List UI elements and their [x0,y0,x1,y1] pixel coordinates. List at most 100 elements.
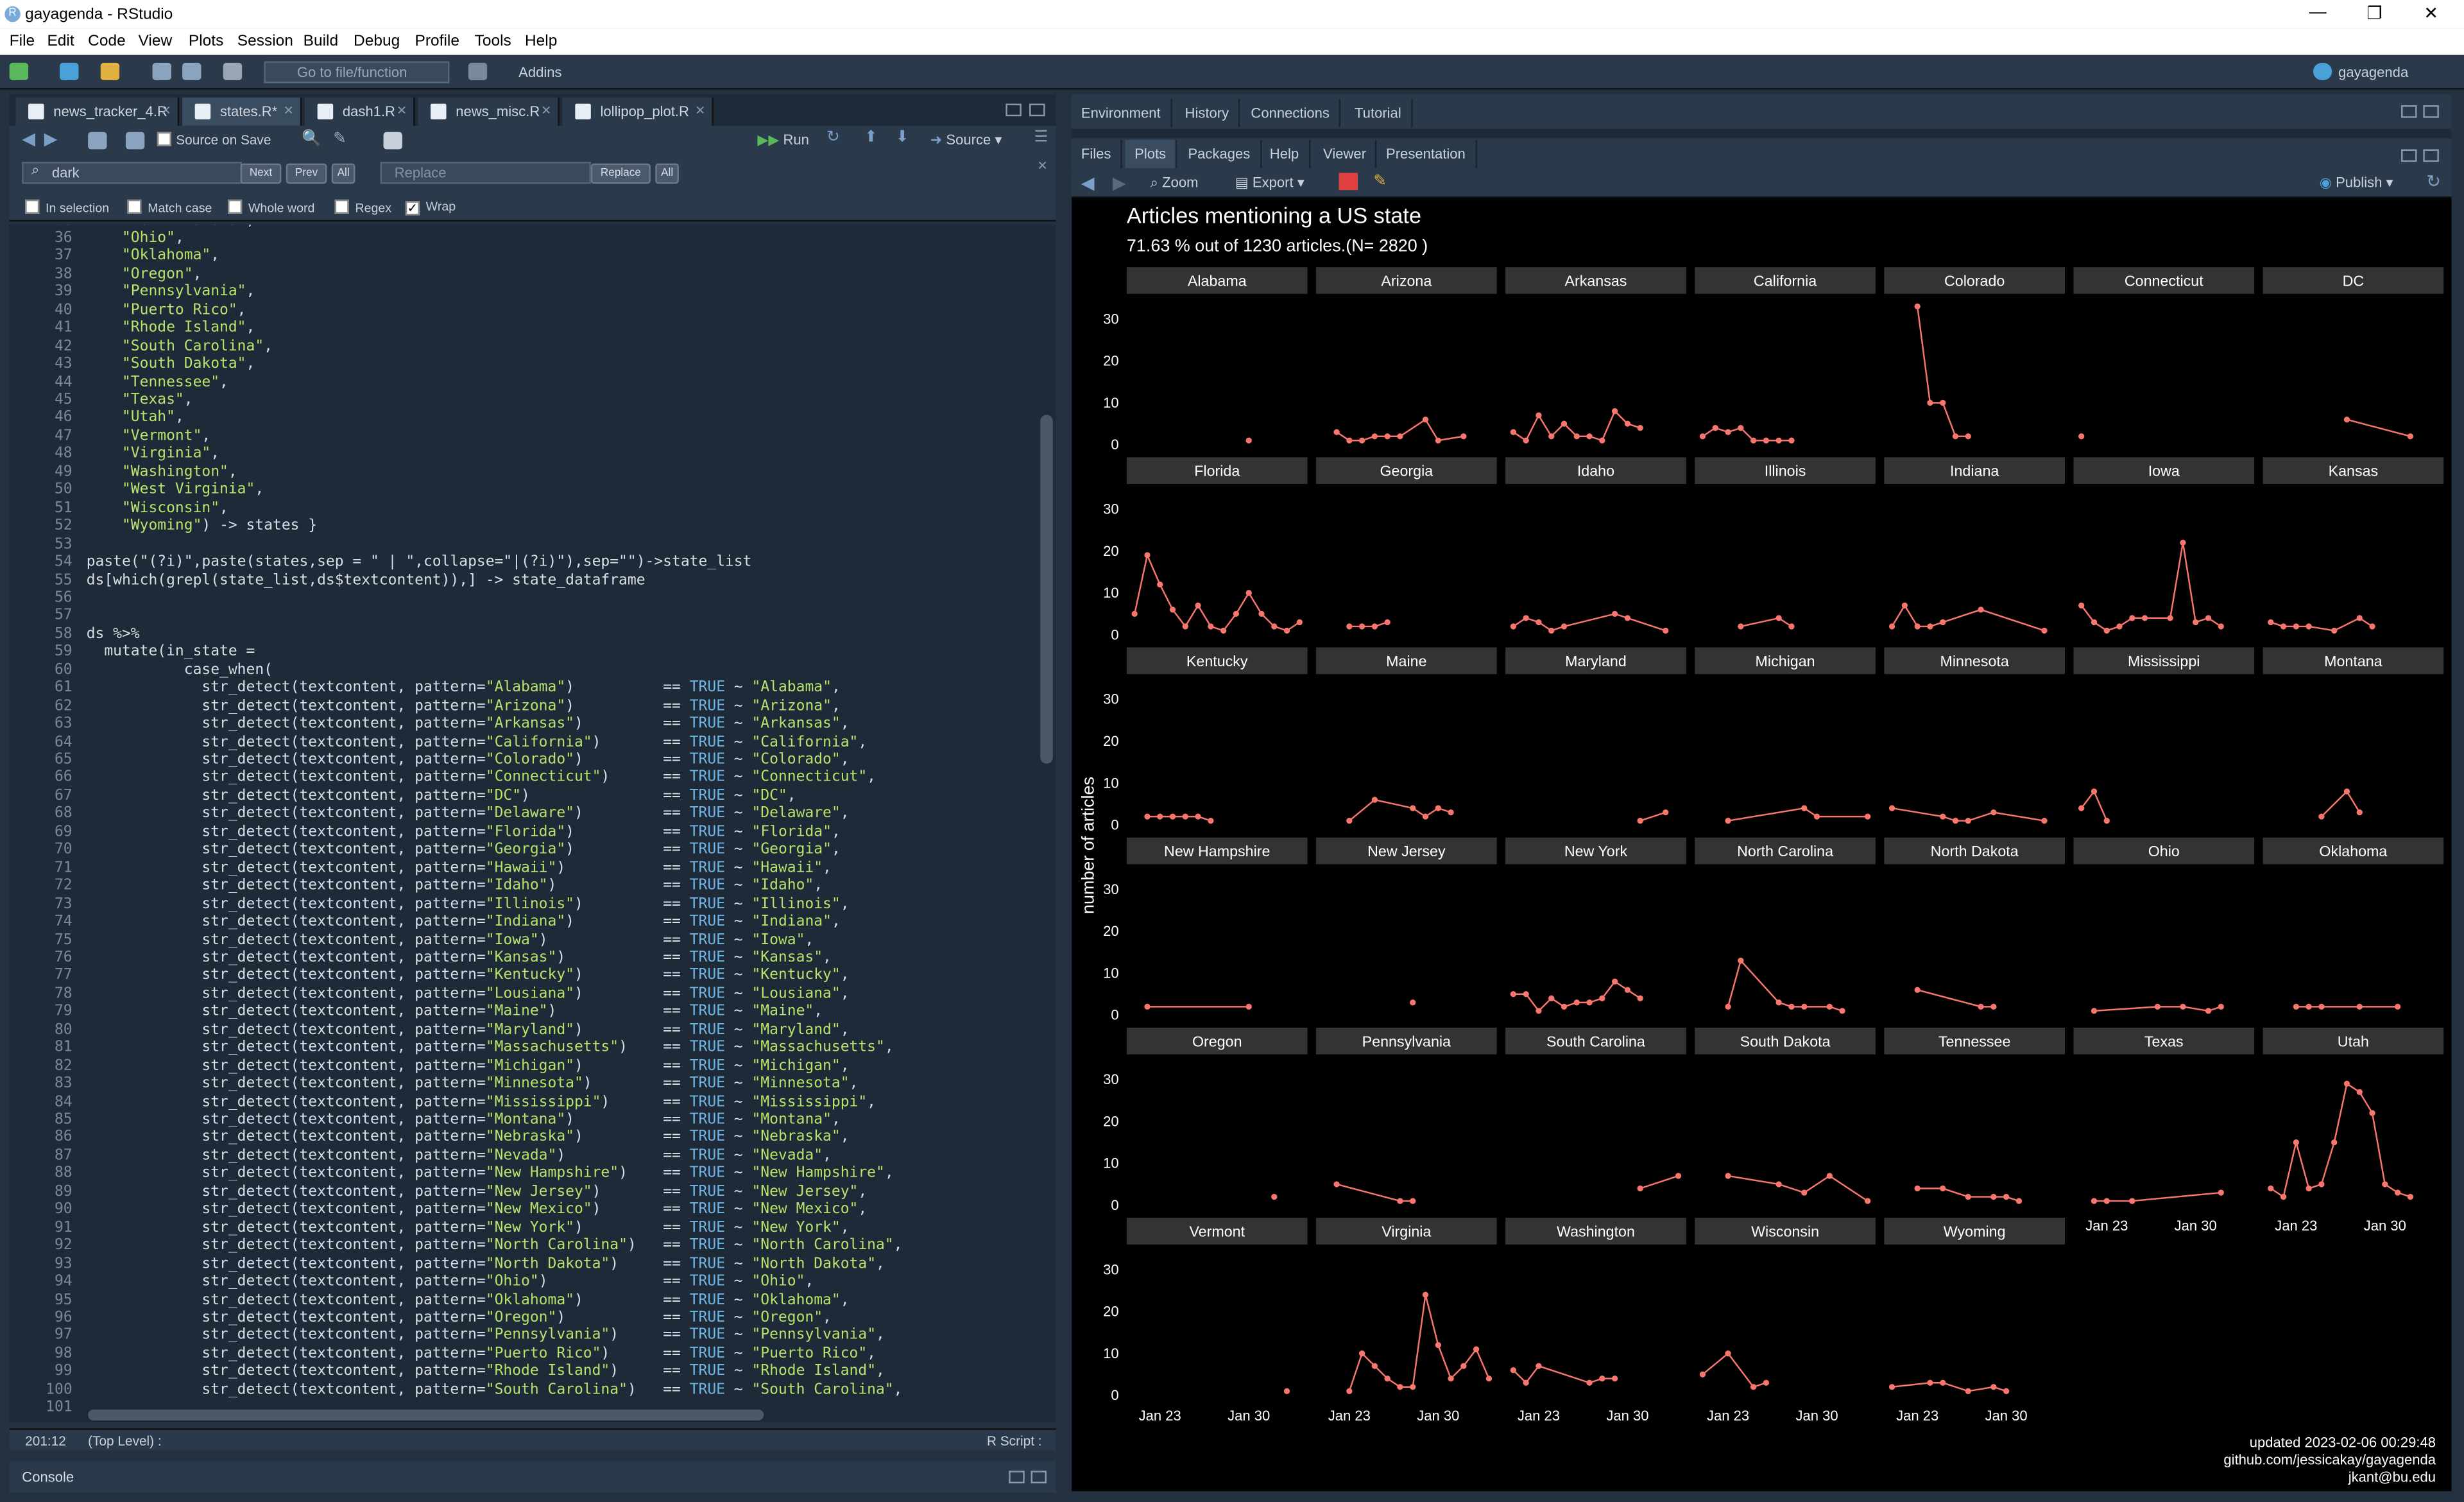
menu-plots[interactable]: Plots [188,33,224,51]
maximize-pane-icon[interactable] [1029,103,1045,117]
console-pane[interactable]: Console [9,1461,1056,1493]
menu-profile[interactable]: Profile [415,33,459,51]
tab-packages[interactable]: Packages [1179,139,1262,168]
go-up-icon[interactable]: ⬆ [864,128,878,146]
tab-lollipop-plot[interactable]: lollipop_plot.R ✕ [562,97,714,126]
forward-icon[interactable]: ▶ [44,130,58,150]
replace-button[interactable]: Replace [590,163,651,184]
publish-button[interactable]: ◉ Publish ▾ [2319,174,2393,191]
wrap-checkbox[interactable]: ✓ Wrap [405,200,456,216]
find-prev-button[interactable]: Prev [286,163,327,184]
regex-checkbox[interactable]: Regex [334,199,391,217]
data-point [2167,615,2173,621]
workspace-panes-icon[interactable] [468,62,488,80]
data-point [1561,623,1568,630]
open-file-icon[interactable] [100,62,120,80]
back-icon[interactable]: ◀ [22,130,36,150]
go-to-file-input[interactable]: Go to file/function [264,61,450,83]
plots-maximize-icon[interactable] [2423,149,2439,162]
source-on-save-toggle[interactable]: Source on Save [157,132,271,148]
go-down-icon[interactable]: ⬇ [895,128,909,146]
close-tab-icon[interactable]: ✕ [160,103,171,118]
menu-edit[interactable]: Edit [47,33,74,51]
find-input[interactable]: dark [22,162,243,184]
minimize-pane-icon[interactable] [1005,103,1022,117]
close-tab-icon[interactable]: ✕ [283,103,294,118]
menu-session[interactable]: Session [237,33,293,51]
magic-wand-icon[interactable]: ✎ [333,130,346,148]
tab-states[interactable]: states.R* ✕ [182,97,302,126]
next-plot-icon[interactable]: ▶ [1112,174,1126,194]
menu-view[interactable]: View [138,33,173,51]
tab-help[interactable]: Help [1260,139,1310,168]
find-next-button[interactable]: Next [240,163,282,184]
console-minimize-icon[interactable] [1009,1471,1025,1483]
close-tab-icon[interactable]: ✕ [695,103,706,118]
close-find-icon[interactable]: ✕ [1037,159,1048,173]
close-tab-icon[interactable]: ✕ [541,103,552,118]
facet-strip [1695,837,1876,865]
console-maximize-icon[interactable] [1031,1471,1047,1483]
save-icon[interactable] [152,62,171,80]
new-project-icon[interactable] [60,62,79,80]
tab-history[interactable]: History [1176,99,1240,128]
data-point [1940,1185,1946,1192]
source-button[interactable]: ➜ Source ▾ [930,132,1002,148]
new-file-icon[interactable] [9,62,29,80]
run-button[interactable]: ▶▶ Run [757,129,809,151]
data-point [1965,1193,1971,1200]
menu-code[interactable]: Code [88,33,126,51]
find-all-button[interactable]: All [331,163,355,184]
editor-horizontal-scrollbar[interactable] [88,1409,764,1420]
save-file-icon[interactable] [125,132,145,150]
tab-tutorial[interactable]: Tutorial [1345,99,1412,128]
match-case-checkbox[interactable]: Match case [127,199,212,217]
menu-help[interactable]: Help [524,33,558,51]
tab-news-misc[interactable]: news_misc.R ✕ [418,97,560,126]
minimize-icon[interactable]: — [2309,3,2327,22]
menu-tools[interactable]: Tools [474,33,511,51]
state-list-line: "South Dakota", [121,355,255,373]
scope-selector[interactable]: (Top Level) : [88,1433,162,1449]
addins-menu[interactable]: Addins [518,64,562,80]
whole-word-checkbox[interactable]: Whole word [228,199,314,217]
search-icon[interactable]: 🔍 [302,130,321,148]
maximize-icon[interactable]: ❐ [2366,4,2383,24]
tab-dash1[interactable]: dash1.R ✕ [305,97,415,126]
rerun-icon[interactable]: ↻ [826,128,840,146]
filetype-selector[interactable]: R Script : [986,1433,1042,1449]
menu-debug[interactable]: Debug [354,33,400,51]
code-editor[interactable]: 35 "North Dakota", 36 "Ohio", 37 "Oklahoma… [9,225,1056,1422]
clear-plots-icon[interactable]: ✎ [1373,173,1387,191]
show-in-window-icon[interactable] [88,132,107,150]
tab-files[interactable]: Files [1072,139,1122,168]
env-maximize-icon[interactable] [2423,105,2439,118]
close-tab-icon[interactable]: ✕ [396,103,407,118]
replace-all-button[interactable]: All [655,163,679,184]
menu-file[interactable]: File [9,33,35,51]
project-menu[interactable]: gayagenda [2338,64,2409,80]
remove-plot-icon[interactable] [1339,173,1358,191]
menu-build[interactable]: Build [303,33,339,51]
state-list-line: "Oklahoma", [121,247,220,265]
tab-presentation[interactable]: Presentation [1376,139,1476,168]
outline-icon[interactable]: ☰ [1034,128,1048,146]
close-icon[interactable]: ✕ [2424,4,2438,24]
in-selection-checkbox[interactable]: In selection [25,199,109,217]
tab-environment[interactable]: Environment [1072,99,1172,128]
compile-report-icon[interactable] [383,132,402,150]
tab-connections[interactable]: Connections [1242,99,1341,128]
zoom-button[interactable]: ⌕ Zoom [1151,175,1199,192]
refresh-icon[interactable]: ↻ [2426,173,2441,192]
plots-minimize-icon[interactable] [2401,149,2417,162]
tab-viewer[interactable]: Viewer [1313,139,1378,168]
prev-plot-icon[interactable]: ◀ [1081,174,1095,194]
tab-plots[interactable]: Plots [1125,139,1177,168]
env-minimize-icon[interactable] [2401,105,2417,118]
export-button[interactable]: ▤ Export ▾ [1235,174,1305,191]
tab-news-tracker[interactable]: news_tracker_4.R ✕ [15,97,180,126]
save-all-icon[interactable] [182,62,201,80]
replace-input[interactable]: Replace [380,162,591,184]
print-icon[interactable] [223,62,243,80]
editor-vertical-scrollbar[interactable] [1040,415,1053,764]
